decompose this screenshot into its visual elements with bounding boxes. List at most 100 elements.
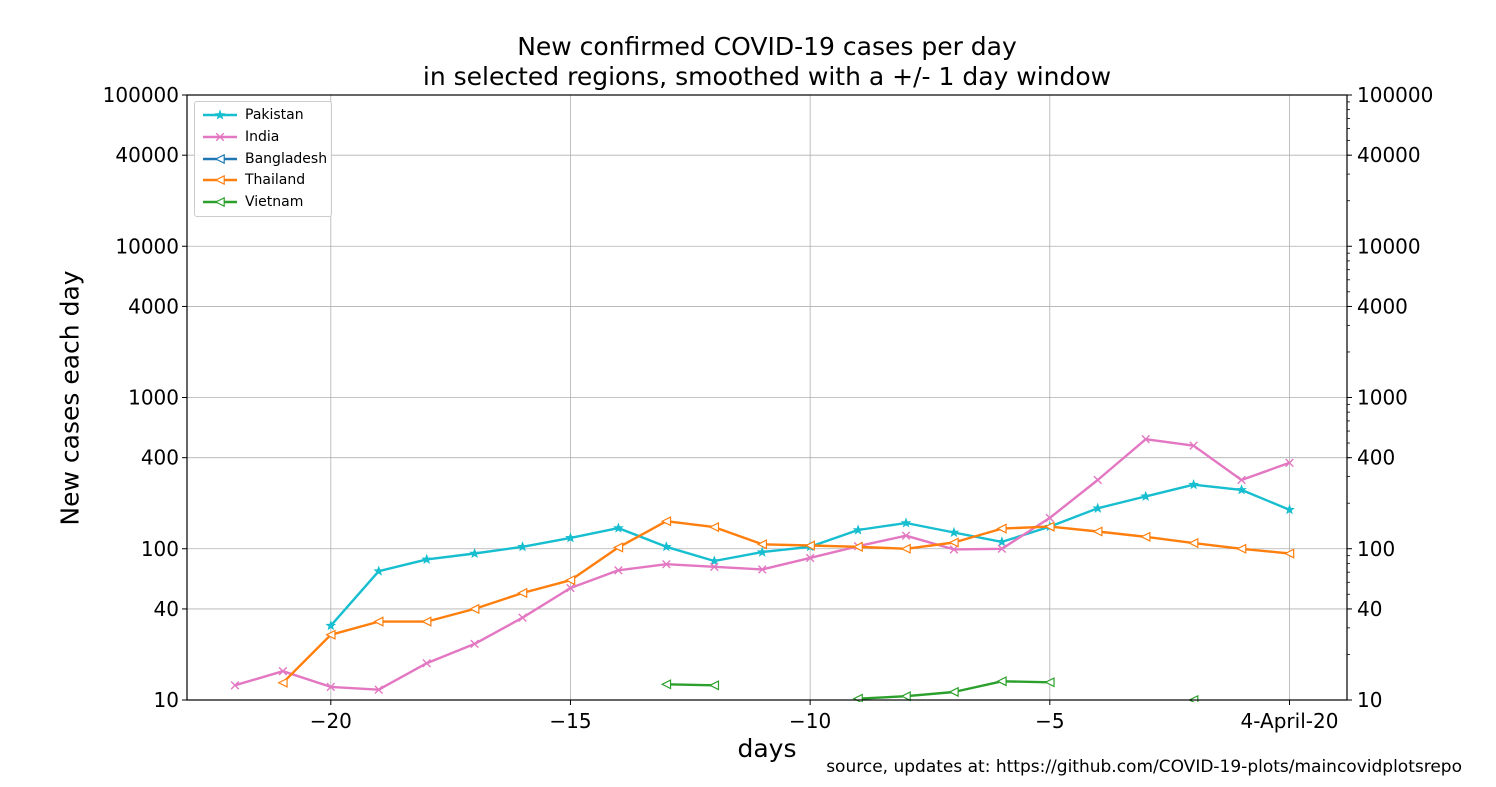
- x-marker: [614, 566, 623, 575]
- star-marker: [1140, 490, 1152, 501]
- x-marker: [278, 666, 288, 676]
- star-marker: [661, 541, 672, 552]
- star-marker: [325, 620, 337, 631]
- star-marker: [1284, 504, 1295, 515]
- legend-label-india: India: [245, 129, 280, 145]
- star-marker: [708, 555, 720, 566]
- x-marker: [757, 565, 767, 574]
- series-group: [230, 434, 1295, 702]
- y-tick-label-right: 4000: [1357, 294, 1408, 318]
- chart-title-line1: New confirmed COVID-19 cases per day: [517, 32, 1017, 61]
- y-tick-label-left: 10: [154, 688, 179, 712]
- triangle-left-marker: [1283, 548, 1295, 559]
- triangle-left-marker: [900, 691, 911, 702]
- x-marker: [1093, 475, 1103, 485]
- triangle-left-marker: [948, 686, 959, 698]
- triangle-left-marker: [948, 537, 959, 548]
- star-marker: [900, 517, 912, 528]
- star-marker: [756, 546, 768, 557]
- x-tick-label: −5: [1035, 709, 1064, 733]
- star-marker: [852, 524, 864, 535]
- star-marker: [1092, 502, 1104, 513]
- series-line-india: [234, 438, 1290, 691]
- x-marker: [1237, 475, 1246, 485]
- star-marker: [1236, 484, 1247, 495]
- triangle-left-marker: [660, 516, 672, 527]
- x-marker: [374, 685, 384, 694]
- triangle-left-marker: [756, 539, 768, 550]
- y-tick-label-left: 100: [141, 537, 179, 561]
- legend-item-india: India: [195, 127, 329, 147]
- star-marker: [214, 109, 226, 120]
- triangle-left-marker: [516, 587, 528, 599]
- triangle-left-marker: [277, 677, 288, 688]
- legend: Pakistan India Bangladesh Thailand Vietn…: [194, 101, 332, 217]
- y-tick-label-right: 400: [1357, 446, 1395, 470]
- star-marker: [1188, 479, 1199, 490]
- x-marker: [1285, 458, 1294, 468]
- x-tick-label: −10: [789, 709, 831, 733]
- triangle-left-marker: [421, 616, 432, 627]
- star-marker: [469, 547, 480, 559]
- star-marker: [565, 532, 576, 543]
- triangle-left-marker: [214, 174, 225, 186]
- legend-label-bangladesh: Bangladesh: [245, 151, 328, 167]
- y-tick-label-left: 40000: [115, 143, 179, 167]
- triangle-left-marker: [708, 521, 720, 533]
- x-marker: [805, 553, 815, 563]
- legend-item-bangladesh: Bangladesh: [195, 149, 329, 169]
- triangle-left-marker: [564, 574, 576, 586]
- x-marker: [1141, 434, 1150, 444]
- x-marker: [518, 613, 527, 623]
- y-tick-label-right: 1000: [1357, 386, 1408, 410]
- y-tick-label-right: 10000: [1357, 234, 1421, 258]
- grid-lines: [187, 94, 1347, 701]
- triangle-left-marker: [1140, 531, 1151, 542]
- triangle-left-marker: [612, 542, 624, 553]
- star-marker: [948, 526, 960, 538]
- x-marker: [949, 545, 959, 554]
- y-tick-label-right: 40: [1357, 597, 1382, 621]
- triangle-left-marker: [996, 523, 1007, 534]
- legend-marker-thailand: [203, 174, 237, 186]
- x-marker: [422, 658, 431, 668]
- triangle-left-marker: [469, 603, 480, 615]
- triangle-left-marker: [804, 540, 815, 551]
- x-marker: [470, 639, 479, 649]
- source-note: source, updates at: https://github.com/C…: [826, 757, 1462, 777]
- y-tick-label-left: 1000: [128, 386, 179, 410]
- x-tick-label: −20: [310, 709, 352, 733]
- legend-marker-vietnam: [203, 196, 237, 208]
- legend-marker-pakistan: [203, 109, 237, 120]
- y-tick-label-right: 100000: [1357, 83, 1433, 107]
- triangle-left-marker: [708, 680, 720, 691]
- x-tick-label: −15: [549, 709, 591, 733]
- star-marker: [373, 565, 385, 576]
- axis-ticks: −20 −15 −10 −5 4-April-20 10 10 40 40 100 100 400 40…: [103, 83, 1434, 733]
- x-tick-label: 4-April-20: [1241, 709, 1339, 733]
- x-marker: [215, 132, 225, 142]
- legend-item-thailand: Thailand: [195, 170, 329, 190]
- star-marker: [517, 541, 528, 552]
- legend-label-vietnam: Vietnam: [245, 194, 304, 210]
- x-marker: [901, 531, 911, 540]
- triangle-left-marker: [214, 196, 225, 208]
- x-marker: [1189, 441, 1198, 451]
- triangle-left-marker: [325, 629, 336, 640]
- star-marker: [996, 536, 1008, 547]
- x-marker: [997, 544, 1007, 554]
- star-marker: [613, 522, 624, 533]
- triangle-left-marker: [1044, 521, 1055, 532]
- triangle-left-marker: [900, 543, 911, 554]
- x-axis-label: days: [737, 734, 797, 763]
- x-marker: [230, 681, 240, 690]
- legend-item-pakistan: Pakistan: [195, 105, 329, 125]
- legend-marker-india: [203, 132, 237, 142]
- y-tick-label-left: 40: [154, 597, 179, 621]
- star-marker: [421, 553, 432, 565]
- legend-item-vietnam: Vietnam: [195, 192, 329, 212]
- triangle-left-marker: [1236, 543, 1247, 554]
- legend-marker-bangladesh: [203, 153, 237, 165]
- triangle-left-marker: [1092, 526, 1103, 537]
